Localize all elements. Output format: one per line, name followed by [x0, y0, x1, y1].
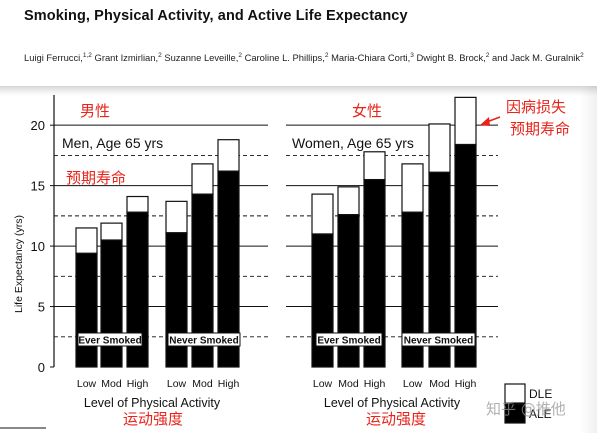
scan-edge-shading	[0, 86, 597, 96]
legend-swatch-dle	[504, 383, 526, 404]
bar-ale	[75, 252, 98, 368]
bar-dle	[428, 123, 451, 173]
bar-dle	[100, 222, 123, 241]
legend-label: DLE	[529, 387, 552, 401]
men-panel: 0 5 10 15 20 Life Expectancy (yrs) Men, Age 65…	[0, 95, 268, 429]
bar-ale	[401, 211, 424, 368]
x-tick-label: High	[364, 378, 386, 390]
author-affiliation: 2	[580, 52, 584, 59]
author-list: Luigi Ferrucci,1,2 Grant Izmirlian,2 Suz…	[24, 49, 594, 64]
bar-ale	[191, 193, 214, 368]
author-name: Suzanne Leveille,	[164, 52, 239, 64]
bar-ale	[126, 211, 149, 368]
author-affiliation: 2	[485, 52, 490, 59]
author-affiliation: 3	[410, 52, 414, 59]
bar-dle	[363, 151, 386, 181]
panel-title: Women, Age 65 yrs	[292, 135, 414, 151]
watermark: 知乎 @推他	[486, 400, 566, 418]
group-label: Never Smoked	[404, 336, 473, 347]
author-affiliation: 1,2	[82, 52, 92, 59]
legend-label: ALE	[529, 407, 552, 421]
bar-dle	[401, 163, 424, 213]
group-label: Ever Smoked	[78, 336, 141, 347]
bar-dle	[337, 186, 360, 216]
y-tick-label: 15	[31, 179, 45, 194]
x-axis-label: Level of Physical Activity	[84, 396, 221, 410]
bar-ale	[100, 239, 123, 368]
annotation-intensity: 运动强度	[123, 411, 183, 428]
bar-ale	[165, 232, 188, 368]
author-name: Grant Izmirlian,	[94, 52, 159, 64]
annotation-cn: 男性	[80, 103, 110, 120]
x-tick-label: High	[455, 378, 477, 390]
bar-dle	[454, 96, 477, 146]
annotation-cn: 因病损失	[506, 99, 566, 116]
group-label-box	[167, 332, 241, 347]
bar-ale	[217, 170, 240, 368]
group-label: Never Smoked	[169, 336, 238, 347]
author-name: Luigi Ferrucci,	[24, 52, 83, 64]
group-label-box	[315, 332, 383, 347]
x-tick-label: High	[127, 378, 149, 390]
y-tick-label: 20	[31, 118, 45, 133]
annotation-arrow-head	[480, 117, 490, 126]
bar-ale	[337, 214, 360, 368]
author-name: Caroline L. Phillips,	[244, 52, 325, 64]
bar-ale	[428, 171, 451, 368]
y-tick-label: 0	[38, 360, 45, 375]
group-label-box	[401, 332, 476, 347]
annotation-cn: 女性	[352, 102, 382, 120]
bar-dle	[165, 200, 188, 234]
x-tick-label: Low	[167, 378, 187, 390]
chart-legend: DLE ALE	[504, 383, 552, 424]
bar-ale	[311, 233, 334, 368]
y-axis-label: Life Expectancy (yrs)	[13, 215, 25, 313]
group-label: Ever Smoked	[317, 336, 380, 347]
bar-dle	[217, 139, 240, 172]
author-affiliation: 2	[238, 52, 242, 59]
bar-dle	[191, 163, 214, 195]
x-tick-label: High	[218, 378, 240, 390]
x-tick-label: Mod	[338, 378, 359, 390]
x-tick-label: Low	[77, 378, 97, 390]
x-tick-label: Mod	[101, 378, 122, 390]
annotation-cn: 预期寿命	[510, 120, 570, 138]
author-name: Dwight B. Brock,	[416, 52, 486, 64]
x-tick-label: Mod	[192, 378, 213, 390]
bar-dle	[75, 227, 98, 254]
annotation-cn: 预期寿命	[66, 169, 126, 187]
bar-dle	[311, 193, 334, 235]
paper-title: Smoking, Physical Activity, and Active L…	[24, 8, 408, 24]
y-tick-label: 10	[31, 239, 45, 254]
bar-ale	[363, 178, 386, 368]
panel-title-bg	[290, 134, 418, 154]
author-affiliation: 2	[324, 52, 329, 59]
panel-title: Men, Age 65 yrs	[62, 135, 163, 151]
annotation-intensity: 运动强度	[366, 411, 426, 428]
panel-title-bg	[60, 134, 188, 154]
bar-ale	[454, 143, 477, 368]
x-tick-label: Mod	[429, 378, 450, 390]
x-tick-label: Low	[403, 378, 423, 390]
author-name: and Jack M. Guralnik	[492, 52, 581, 64]
author-affiliation: 2	[158, 52, 162, 59]
bar-dle	[126, 195, 149, 213]
legend-swatch-ale	[504, 403, 526, 424]
women-panel: Women, Age 65 yrs Ever Smoked Never Smoked…	[286, 96, 570, 428]
group-label-box	[77, 332, 143, 347]
x-tick-label: Low	[313, 378, 333, 390]
x-axis-label: Level of Physical Activity	[324, 396, 461, 410]
scan-side-shading	[579, 86, 597, 433]
y-tick-label: 5	[38, 300, 45, 315]
author-name: Maria-Chiara Corti,	[331, 52, 411, 64]
